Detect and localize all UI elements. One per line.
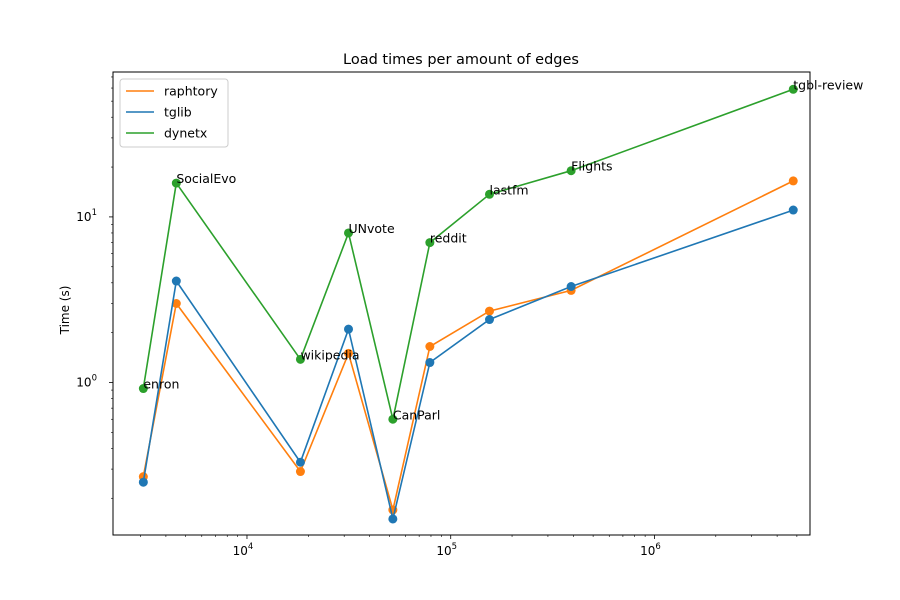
data-point-tglib: [484, 315, 494, 325]
y-tick-label: 100: [76, 374, 97, 390]
y-tick-exponent: 1: [92, 208, 97, 218]
data-point-tglib: [295, 457, 305, 467]
annotation-label: wikipedia: [300, 347, 359, 362]
x-tick-label: 104: [233, 542, 254, 558]
data-point-raphtory: [788, 176, 798, 186]
data-point-dynetx: [344, 228, 354, 238]
data-point-dynetx: [484, 189, 494, 199]
data-point-tglib: [388, 514, 398, 524]
data-point-raphtory: [344, 348, 354, 358]
data-point-dynetx: [295, 354, 305, 364]
annotation-label: lastfm: [489, 182, 528, 197]
y-tick-label: 101: [76, 208, 97, 224]
plot-area: enron SocialEvo wikipedia UNvote CanParl redd…: [138, 77, 863, 524]
annotation-label: Flights: [571, 159, 612, 174]
data-point-dynetx: [138, 384, 148, 394]
data-point-tglib: [138, 477, 148, 487]
chart-title: Load times per amount of edges: [343, 52, 579, 68]
legend-box: [119, 78, 229, 148]
x-tick-exponent: 6: [655, 542, 660, 552]
data-point-raphtory: [295, 467, 305, 477]
data-point-raphtory: [171, 299, 181, 308]
y-axis-label: Time (s): [58, 286, 72, 336]
data-point-dynetx: [788, 84, 798, 94]
data-point-raphtory: [484, 306, 494, 316]
x-tick-label: 106: [640, 542, 661, 558]
data-point-dynetx: [425, 238, 435, 248]
annotation-label: enron: [143, 377, 179, 392]
x-tick-exponent: 4: [248, 542, 253, 552]
data-point-tglib: [344, 324, 354, 334]
legend-label-raphtory: raphtory: [164, 84, 218, 99]
data-point-tglib: [425, 358, 435, 368]
annotation-label: reddit: [430, 231, 467, 246]
data-point-tglib: [171, 276, 181, 286]
series-line-raphtory: [142, 180, 794, 511]
data-point-dynetx: [566, 166, 576, 176]
annotation-label: tgbl-review: [793, 77, 863, 92]
series-line-tglib: [142, 209, 794, 520]
annotation-label: SocialEvo: [176, 171, 236, 186]
legend-label-tglib: tglib: [164, 105, 192, 120]
legend-label-dynetx: dynetx: [164, 126, 207, 141]
data-point-tglib: [566, 281, 576, 291]
data-point-dynetx: [388, 414, 398, 424]
annotation-label: CanParl: [393, 407, 441, 422]
series-line-dynetx: [142, 88, 794, 420]
legend: raphtory tglib dynetx: [119, 78, 229, 148]
x-tick-exponent: 5: [452, 542, 457, 552]
annotation-label: UNvote: [349, 221, 395, 236]
y-tick-exponent: 0: [92, 374, 97, 384]
x-tick-label: 105: [436, 542, 457, 558]
data-point-raphtory: [425, 341, 435, 351]
data-point-tglib: [788, 205, 798, 215]
data-point-dynetx: [171, 178, 181, 188]
